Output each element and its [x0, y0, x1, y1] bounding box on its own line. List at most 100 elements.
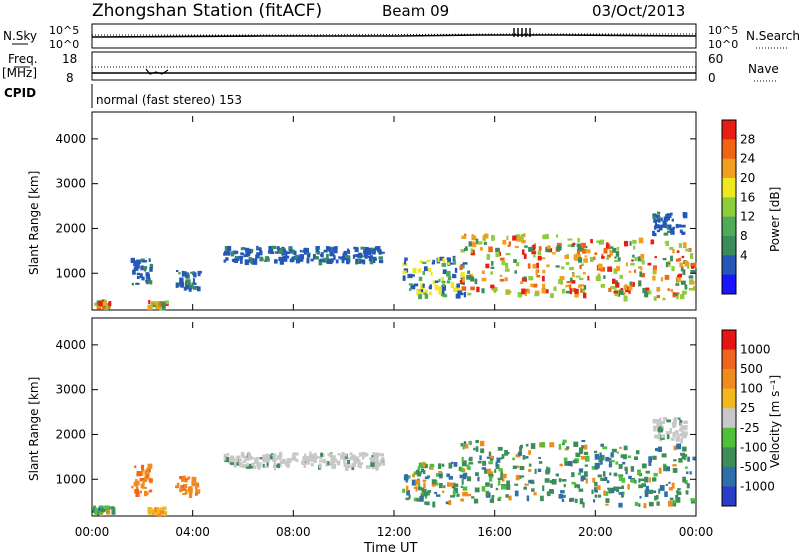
heatmap-cell — [147, 472, 150, 476]
heatmap-cell — [672, 226, 675, 230]
heatmap-cell — [573, 254, 576, 260]
heatmap-cell — [565, 284, 570, 288]
heatmap-cell — [489, 476, 493, 482]
heatmap-cell — [615, 280, 618, 284]
heatmap-cell — [645, 485, 649, 491]
heatmap-cell — [629, 281, 632, 286]
heatmap-cell — [683, 420, 688, 424]
heatmap-cell — [648, 456, 653, 463]
heatmap-cell — [678, 458, 683, 463]
heatmap-cell — [376, 458, 379, 464]
heatmap-cell — [512, 457, 516, 461]
heatmap-cell — [611, 487, 615, 494]
heatmap-cell — [684, 454, 688, 458]
heatmap-cell — [453, 461, 458, 467]
colorbar-tick-label: 28 — [740, 132, 755, 146]
heatmap-cell — [638, 237, 644, 244]
heatmap-cell — [320, 252, 324, 258]
heatmap-cell — [341, 452, 345, 458]
heatmap-cell — [477, 476, 480, 482]
heatmap-cell — [417, 466, 421, 470]
heatmap-cell — [652, 275, 656, 281]
heatmap-cell — [94, 510, 98, 515]
heatmap-cell — [584, 444, 588, 450]
heatmap-cell — [139, 490, 142, 494]
heatmap-cell — [562, 442, 565, 446]
heatmap-cell — [359, 259, 365, 264]
heatmap-cell — [430, 271, 433, 276]
heatmap-cell — [521, 288, 526, 295]
heatmap-cell — [360, 246, 365, 250]
heatmap-cell — [309, 453, 312, 459]
heatmap-cell — [267, 250, 273, 254]
heatmap-cell — [682, 446, 687, 452]
heatmap-cell — [523, 276, 527, 280]
heatmap-cell — [260, 256, 264, 262]
heatmap-cell — [432, 259, 436, 265]
heatmap-cell — [576, 254, 581, 259]
heatmap-cell — [578, 468, 584, 473]
heatmap-cell — [608, 287, 612, 293]
heatmap-cell — [108, 301, 112, 307]
heatmap-cell — [488, 246, 493, 253]
heatmap-cell — [104, 505, 109, 510]
heatmap-cell — [273, 459, 276, 465]
heatmap-cell — [618, 289, 624, 295]
heatmap-cell — [443, 485, 446, 489]
heatmap-cell — [135, 486, 139, 490]
heatmap-cell — [555, 265, 560, 268]
heatmap-cell — [658, 224, 663, 231]
heatmap-cell — [148, 489, 153, 493]
heatmap-cell — [600, 239, 605, 245]
heatmap-cell — [671, 266, 675, 272]
heatmap-cell — [524, 288, 530, 293]
heatmap-cell — [471, 241, 477, 248]
heatmap-cell — [185, 282, 190, 289]
heatmap-cell — [286, 461, 291, 468]
time-axis-label: Time UT — [363, 541, 417, 554]
heatmap-cell — [162, 304, 166, 311]
heatmap-cell — [594, 494, 598, 498]
heatmap-cell — [464, 233, 467, 237]
heatmap-cell — [545, 246, 551, 253]
heatmap-cell — [259, 457, 263, 460]
heatmap-cell — [475, 472, 479, 477]
heatmap-cell — [141, 276, 145, 281]
heatmap-cell — [678, 257, 682, 262]
heatmap-cell — [466, 493, 472, 497]
heatmap-cell — [616, 265, 621, 272]
heatmap-cell — [464, 443, 468, 446]
colorbar-tick-label: -100 — [740, 440, 767, 454]
heatmap-cell — [610, 286, 616, 290]
heatmap-cell — [666, 434, 670, 440]
heatmap-cell — [653, 218, 656, 223]
heatmap-cell — [427, 490, 431, 493]
heatmap-cell — [141, 464, 145, 470]
heatmap-cell — [450, 282, 455, 289]
heatmap-cell — [255, 257, 258, 262]
heatmap-cell — [538, 246, 542, 251]
heatmap-cell — [491, 260, 494, 266]
heatmap-cell — [253, 458, 259, 465]
heatmap-cell — [502, 239, 507, 245]
heatmap-cell — [313, 457, 317, 463]
heatmap-cell — [480, 448, 485, 454]
heatmap-cell — [610, 246, 614, 249]
heatmap-cell — [687, 264, 690, 269]
heatmap-cell — [655, 214, 659, 218]
heatmap-cell — [316, 248, 320, 252]
heatmap-cell — [193, 272, 197, 278]
heatmap-cell — [446, 280, 451, 284]
heatmap-cell — [318, 259, 323, 266]
heatmap-cell — [672, 293, 678, 296]
heatmap-cell — [690, 253, 694, 259]
power-ylabel: Slant Range [km] — [27, 171, 41, 275]
heatmap-cell — [381, 462, 386, 466]
heatmap-cell — [475, 439, 479, 444]
colorbar-swatch — [722, 369, 736, 390]
heatmap-cell — [533, 254, 536, 258]
heatmap-cell — [239, 462, 244, 468]
heatmap-cell — [132, 269, 136, 275]
heatmap-cell — [451, 461, 454, 464]
heatmap-cell — [517, 451, 522, 456]
